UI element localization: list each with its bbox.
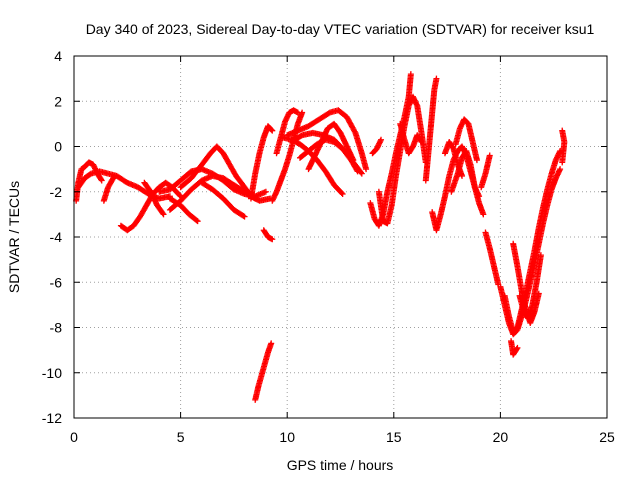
data-point	[418, 138, 425, 145]
data-segment	[448, 148, 487, 218]
data-segment	[305, 120, 357, 173]
data-segment	[279, 134, 346, 198]
data-point	[269, 236, 276, 243]
data-segment	[252, 340, 275, 403]
data-segment	[73, 159, 105, 204]
x-tick-label: 0	[70, 429, 78, 445]
data-point	[193, 217, 200, 224]
data-point	[357, 169, 364, 176]
data-point	[338, 190, 345, 197]
x-tick-label: 10	[279, 429, 295, 445]
data-point	[159, 210, 166, 217]
data-segment	[296, 136, 361, 175]
data-segment	[482, 229, 502, 288]
chart-title: Day 340 of 2023, Sidereal Day-to-day VTE…	[86, 21, 595, 37]
data-point	[351, 128, 358, 135]
data-segment	[452, 116, 480, 164]
data-segment	[369, 136, 385, 157]
data-segment	[260, 227, 276, 243]
data-segment	[141, 179, 167, 218]
y-tick-label: -12	[42, 410, 62, 426]
y-tick-label: -6	[50, 274, 63, 290]
data-segment	[247, 123, 276, 202]
data-segment	[273, 107, 301, 157]
data-segment	[516, 252, 544, 322]
x-tick-label: 25	[599, 429, 615, 445]
data-segment	[284, 107, 370, 173]
data-point	[557, 166, 564, 173]
data-point	[194, 218, 201, 225]
y-tick-label: 0	[54, 139, 62, 155]
data-point	[407, 71, 414, 78]
data-point	[559, 159, 566, 166]
data-segment	[422, 75, 440, 184]
data-point	[268, 340, 275, 347]
data-point	[513, 345, 520, 352]
data-segment	[166, 195, 201, 225]
data-segment	[177, 143, 274, 204]
data-point	[363, 166, 370, 173]
data-point	[98, 176, 105, 183]
data-point	[110, 174, 117, 181]
data-segment	[375, 93, 429, 227]
data-point	[358, 170, 365, 177]
data-point	[354, 168, 361, 175]
data-point	[486, 152, 493, 159]
data-segment	[269, 109, 306, 204]
data-point	[433, 75, 440, 82]
data-point	[262, 188, 269, 195]
data-point	[480, 211, 487, 218]
x-axis-label: GPS time / hours	[287, 457, 394, 473]
data-point	[240, 212, 247, 219]
data-segment	[117, 179, 184, 234]
y-tick-label: -8	[50, 320, 63, 336]
data-segment	[397, 120, 425, 157]
data-point	[514, 344, 521, 351]
data-segment	[559, 127, 568, 166]
y-tick-label: -4	[50, 229, 63, 245]
y-tick-label: 2	[54, 93, 62, 109]
y-axis-label: SDTVAR / TECUs	[6, 181, 22, 293]
y-tick-label: 4	[54, 48, 62, 64]
data-point	[176, 192, 183, 199]
data-segment	[478, 152, 493, 191]
data-point	[294, 109, 301, 116]
x-tick-label: 15	[386, 429, 402, 445]
y-tick-label: -2	[50, 184, 63, 200]
data-point	[473, 157, 480, 164]
data-point	[378, 136, 385, 143]
data-point	[350, 157, 357, 164]
data-point	[241, 213, 248, 220]
data-point	[417, 137, 424, 144]
data-segment	[508, 338, 521, 358]
data-point	[269, 127, 276, 134]
data-point	[353, 167, 360, 174]
data-point	[98, 177, 105, 184]
data-point	[339, 191, 346, 198]
data-point	[537, 252, 544, 259]
data-point	[268, 126, 275, 133]
x-tick-label: 5	[177, 429, 185, 445]
data-segment	[198, 179, 248, 220]
data-series	[73, 71, 568, 403]
y-tick-label: -10	[42, 365, 62, 381]
x-tick-label: 20	[493, 429, 509, 445]
data-segment	[100, 172, 118, 204]
data-point	[160, 211, 167, 218]
data-point	[111, 172, 118, 179]
data-point	[459, 172, 466, 179]
